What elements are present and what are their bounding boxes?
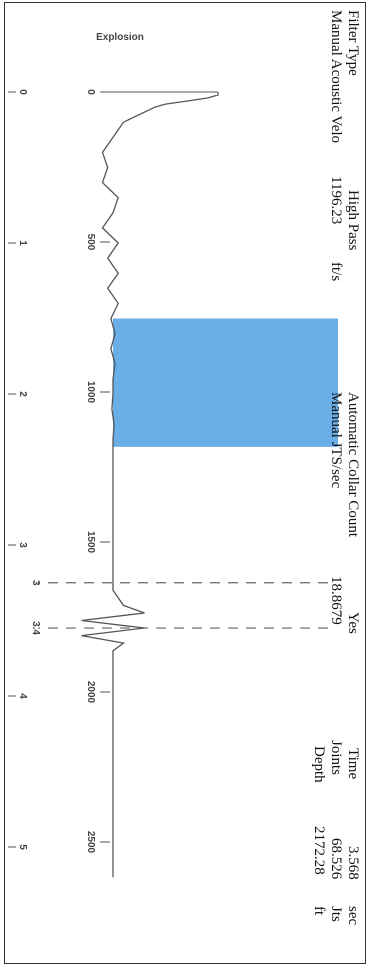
acoustic-velocity-value: 1196.23 xyxy=(328,176,344,225)
marker-label: 3.4 xyxy=(30,621,41,635)
bottom-axis-tick-label: 2500 xyxy=(85,831,96,854)
explosion-label: Explosion xyxy=(96,32,144,43)
time-unit: sec xyxy=(345,906,361,926)
depth-label: Depth xyxy=(311,746,327,783)
bottom-axis-tick-label: 0 xyxy=(85,89,96,95)
bottom-axis-tick-label: 500 xyxy=(85,234,96,251)
top-axis-tick-label: 0 xyxy=(17,89,28,95)
jts-per-sec-label: Manual JTS/sec xyxy=(328,392,344,489)
series-line xyxy=(81,92,219,878)
joints-unit: Jts xyxy=(328,906,344,922)
marker-label: 3 xyxy=(30,580,41,586)
time-label: Time xyxy=(345,748,361,780)
acoustic-velocity-unit: ft/s xyxy=(328,262,344,282)
jts-per-sec-value: 18.8679 xyxy=(328,576,344,625)
depth-unit: ft xyxy=(311,906,327,916)
depth-value: 2172.28 xyxy=(311,826,327,875)
collar-count-value: Yes xyxy=(345,612,361,634)
top-axis-tick-label: 1 xyxy=(17,240,28,246)
top-axis-tick-label: 3 xyxy=(17,542,28,548)
filter-type-value: High Pass xyxy=(345,190,361,251)
joints-value: 68.526 xyxy=(328,838,344,880)
acoustic-velocity-label: Manual Acoustic Velo xyxy=(328,10,344,144)
top-axis-tick-label: 2 xyxy=(17,391,28,397)
bottom-axis-tick-label: 1500 xyxy=(85,531,96,554)
highlight-region xyxy=(113,318,338,447)
time-value: 3.568 xyxy=(345,846,361,880)
top-axis-tick-label: 4 xyxy=(17,693,28,699)
collar-count-label: Automatic Collar Count xyxy=(345,392,361,537)
filter-type-label: Filter Type xyxy=(345,10,361,76)
joints-label: Joints xyxy=(328,740,344,776)
top-axis-tick-label: 5 xyxy=(17,844,28,850)
bottom-axis-tick-label: 2000 xyxy=(85,681,96,704)
bottom-axis-tick-label: 1000 xyxy=(85,381,96,404)
